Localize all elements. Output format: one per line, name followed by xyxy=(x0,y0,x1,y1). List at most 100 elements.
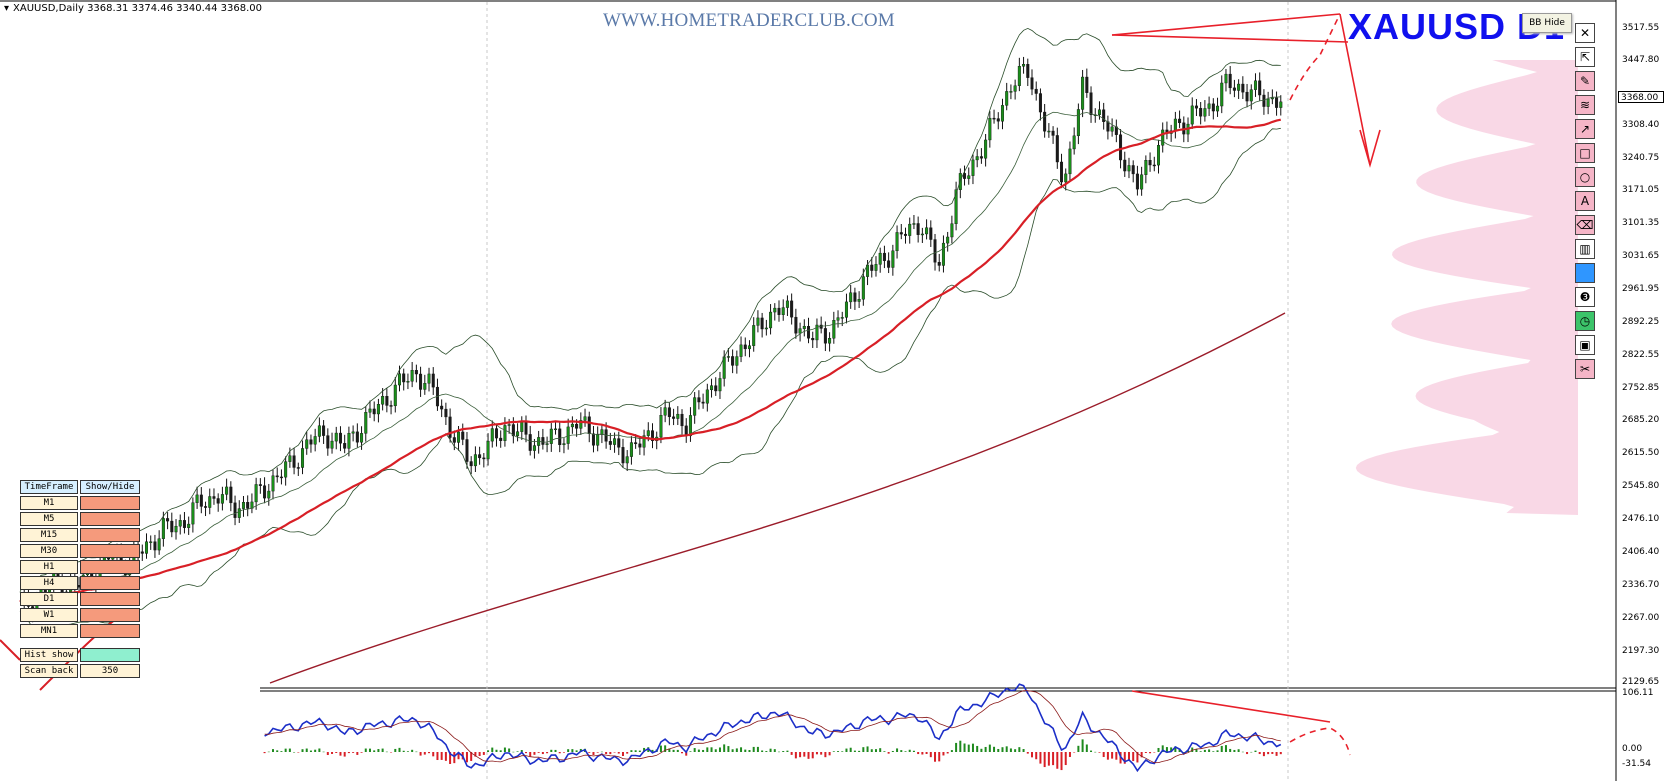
candle xyxy=(1106,115,1110,140)
candle-body xyxy=(613,438,617,445)
pen-icon[interactable]: ✎ xyxy=(1575,71,1595,91)
macd-histogram-bar xyxy=(735,748,738,752)
candle xyxy=(419,366,423,397)
candle-body xyxy=(330,440,334,449)
candle-body xyxy=(1064,173,1068,183)
macd-histogram-bar xyxy=(786,750,789,752)
cursor-icon[interactable]: ⇱ xyxy=(1575,47,1595,67)
panel-row: H4 xyxy=(20,576,142,590)
candle xyxy=(343,434,347,454)
text-icon[interactable]: A xyxy=(1575,191,1595,211)
macd-histogram-bar xyxy=(609,752,612,755)
macd-histogram-bar xyxy=(562,752,565,753)
candle-body xyxy=(1026,64,1030,78)
candle xyxy=(697,390,701,410)
candle xyxy=(1194,99,1198,117)
candle-body xyxy=(874,264,878,271)
candle xyxy=(638,436,642,455)
candle-body xyxy=(275,475,279,478)
show-hide-toggle[interactable] xyxy=(80,560,140,574)
candle xyxy=(1068,141,1072,182)
arrow-icon[interactable]: ↗ xyxy=(1575,119,1595,139)
show-hide-toggle[interactable] xyxy=(80,576,140,590)
candle xyxy=(1207,96,1211,116)
clock-icon[interactable]: ◷ xyxy=(1575,311,1595,331)
number-3-icon[interactable]: ❸ xyxy=(1575,287,1595,307)
save-icon[interactable]: ▣ xyxy=(1575,335,1595,355)
candle xyxy=(393,377,397,413)
scissors-icon[interactable]: ✂ xyxy=(1575,359,1595,379)
projected-path xyxy=(1289,13,1341,101)
candle-body xyxy=(663,407,667,416)
candle-body xyxy=(1253,80,1257,90)
candle xyxy=(153,534,157,558)
macd-histogram-bar xyxy=(621,752,624,757)
candle xyxy=(494,423,498,447)
candle-body xyxy=(642,435,646,448)
macd-histogram-bar xyxy=(1233,749,1236,752)
candle-body xyxy=(1262,94,1266,107)
macd-histogram-bar xyxy=(845,748,848,752)
show-hide-toggle[interactable] xyxy=(80,592,140,606)
circle-icon[interactable]: ○ xyxy=(1575,167,1595,187)
show-hide-toggle[interactable] xyxy=(80,512,140,526)
candle-body xyxy=(486,440,490,460)
candle-body xyxy=(271,475,275,492)
close-icon[interactable]: ✕ xyxy=(1575,23,1595,43)
candle-body xyxy=(672,416,676,419)
candle-body xyxy=(1089,92,1093,115)
macd-histogram-bar xyxy=(491,747,494,752)
candle-body xyxy=(1161,129,1165,146)
candle xyxy=(933,233,937,271)
bb-hide-button[interactable]: BB Hide xyxy=(1522,13,1572,33)
candle xyxy=(739,336,743,363)
candle-body xyxy=(920,233,924,236)
rectangle-icon[interactable]: □ xyxy=(1575,143,1595,163)
candle-body xyxy=(1207,103,1211,109)
show-hide-toggle[interactable] xyxy=(80,624,140,638)
macd-histogram-bar xyxy=(659,745,662,752)
candle xyxy=(1190,97,1194,129)
color-swatch-icon[interactable] xyxy=(1575,263,1595,283)
candle xyxy=(832,311,836,344)
show-hide-toggle[interactable] xyxy=(80,496,140,510)
show-hide-header[interactable]: Show/Hide xyxy=(80,480,140,494)
macd-histogram-bar xyxy=(415,751,418,753)
macd-line xyxy=(264,683,1282,773)
macd-histogram-bar xyxy=(470,752,473,761)
candle-body xyxy=(220,494,224,504)
macd-histogram-bar xyxy=(950,750,953,752)
candle-body xyxy=(301,448,305,468)
candle-body xyxy=(1000,105,1004,122)
macd-histogram-bar xyxy=(284,748,287,752)
scan-back-input[interactable]: 350 xyxy=(80,664,140,678)
candle xyxy=(1072,127,1076,155)
trash-icon[interactable]: ▥ xyxy=(1575,239,1595,259)
show-hide-toggle[interactable] xyxy=(80,528,140,542)
macd-histogram-bar xyxy=(1157,747,1160,752)
candle-body xyxy=(870,264,874,271)
candle-body xyxy=(440,405,444,410)
candle xyxy=(1000,98,1004,130)
candle xyxy=(1279,95,1283,116)
candle xyxy=(250,493,254,514)
show-hide-toggle[interactable] xyxy=(80,608,140,622)
candle xyxy=(908,217,912,244)
wave-lines-icon[interactable]: ≋ xyxy=(1575,95,1595,115)
candle xyxy=(1165,121,1169,140)
eraser-icon[interactable]: ⌫ xyxy=(1575,215,1595,235)
candle xyxy=(625,450,629,471)
show-hide-toggle[interactable] xyxy=(80,544,140,558)
collapse-triangle-icon[interactable]: ▾ xyxy=(4,3,10,14)
candle xyxy=(1047,123,1051,138)
candle-body xyxy=(364,412,368,434)
candle xyxy=(1085,68,1089,98)
candle xyxy=(591,426,595,453)
candle-body xyxy=(157,538,161,551)
hist-show-toggle[interactable] xyxy=(80,648,140,662)
macd-histogram-bar xyxy=(394,748,397,752)
candle xyxy=(414,364,418,383)
candle-body xyxy=(1009,91,1013,93)
candle-body xyxy=(1216,105,1220,112)
candle-body xyxy=(263,485,267,499)
